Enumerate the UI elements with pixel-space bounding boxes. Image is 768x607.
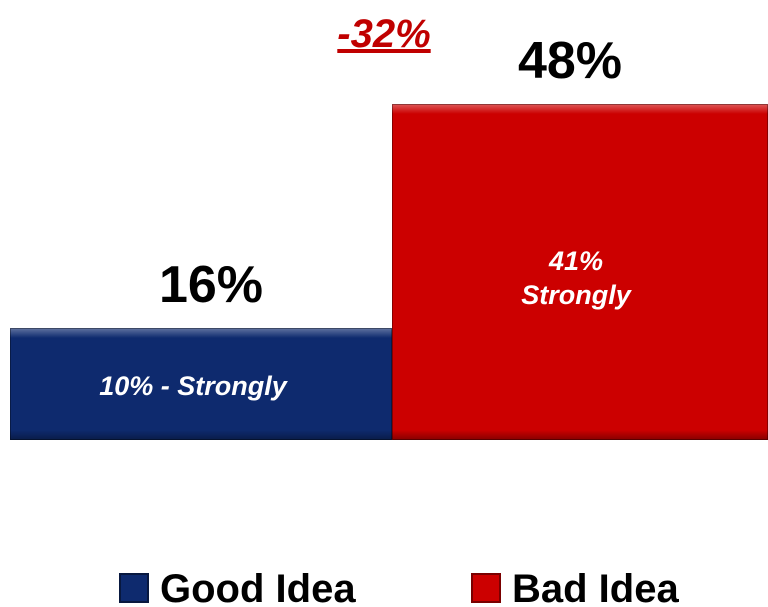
bar-bevel-bottom-bad-idea <box>392 430 768 440</box>
bar-good-idea <box>10 328 392 440</box>
legend: Good Idea Bad Idea <box>119 567 679 607</box>
inner-label-bad-idea-1: Strongly <box>521 280 632 310</box>
legend-swatch-good-idea <box>119 573 149 603</box>
bar-bevel-top-good-idea <box>10 328 392 338</box>
value-label-good-idea: 16% <box>159 256 263 314</box>
bar-rect-bad-idea <box>392 104 768 440</box>
inner-label-bad-idea-0: 41% <box>548 246 603 276</box>
bar-bad-idea <box>392 104 768 440</box>
legend-item-good-idea: Good Idea <box>119 567 356 607</box>
legend-label-bad-idea: Bad Idea <box>512 567 679 607</box>
legend-swatch-bad-idea <box>471 573 501 603</box>
difference-label: -32% <box>337 12 430 56</box>
bars-layer <box>10 104 768 440</box>
legend-item-bad-idea: Bad Idea <box>471 567 679 607</box>
bar-outline-good-idea <box>10 328 392 440</box>
inner-label-good-idea-0: 10% - Strongly <box>99 371 289 401</box>
value-label-bad-idea: 48% <box>518 32 622 90</box>
bar-rect-good-idea <box>10 328 392 440</box>
bar-bevel-top-bad-idea <box>392 104 768 114</box>
labels-layer: 16% 10% - Strongly 48% 41% Strongly <box>99 32 633 401</box>
legend-label-good-idea: Good Idea <box>160 567 356 607</box>
bar-bevel-bottom-good-idea <box>10 430 392 440</box>
